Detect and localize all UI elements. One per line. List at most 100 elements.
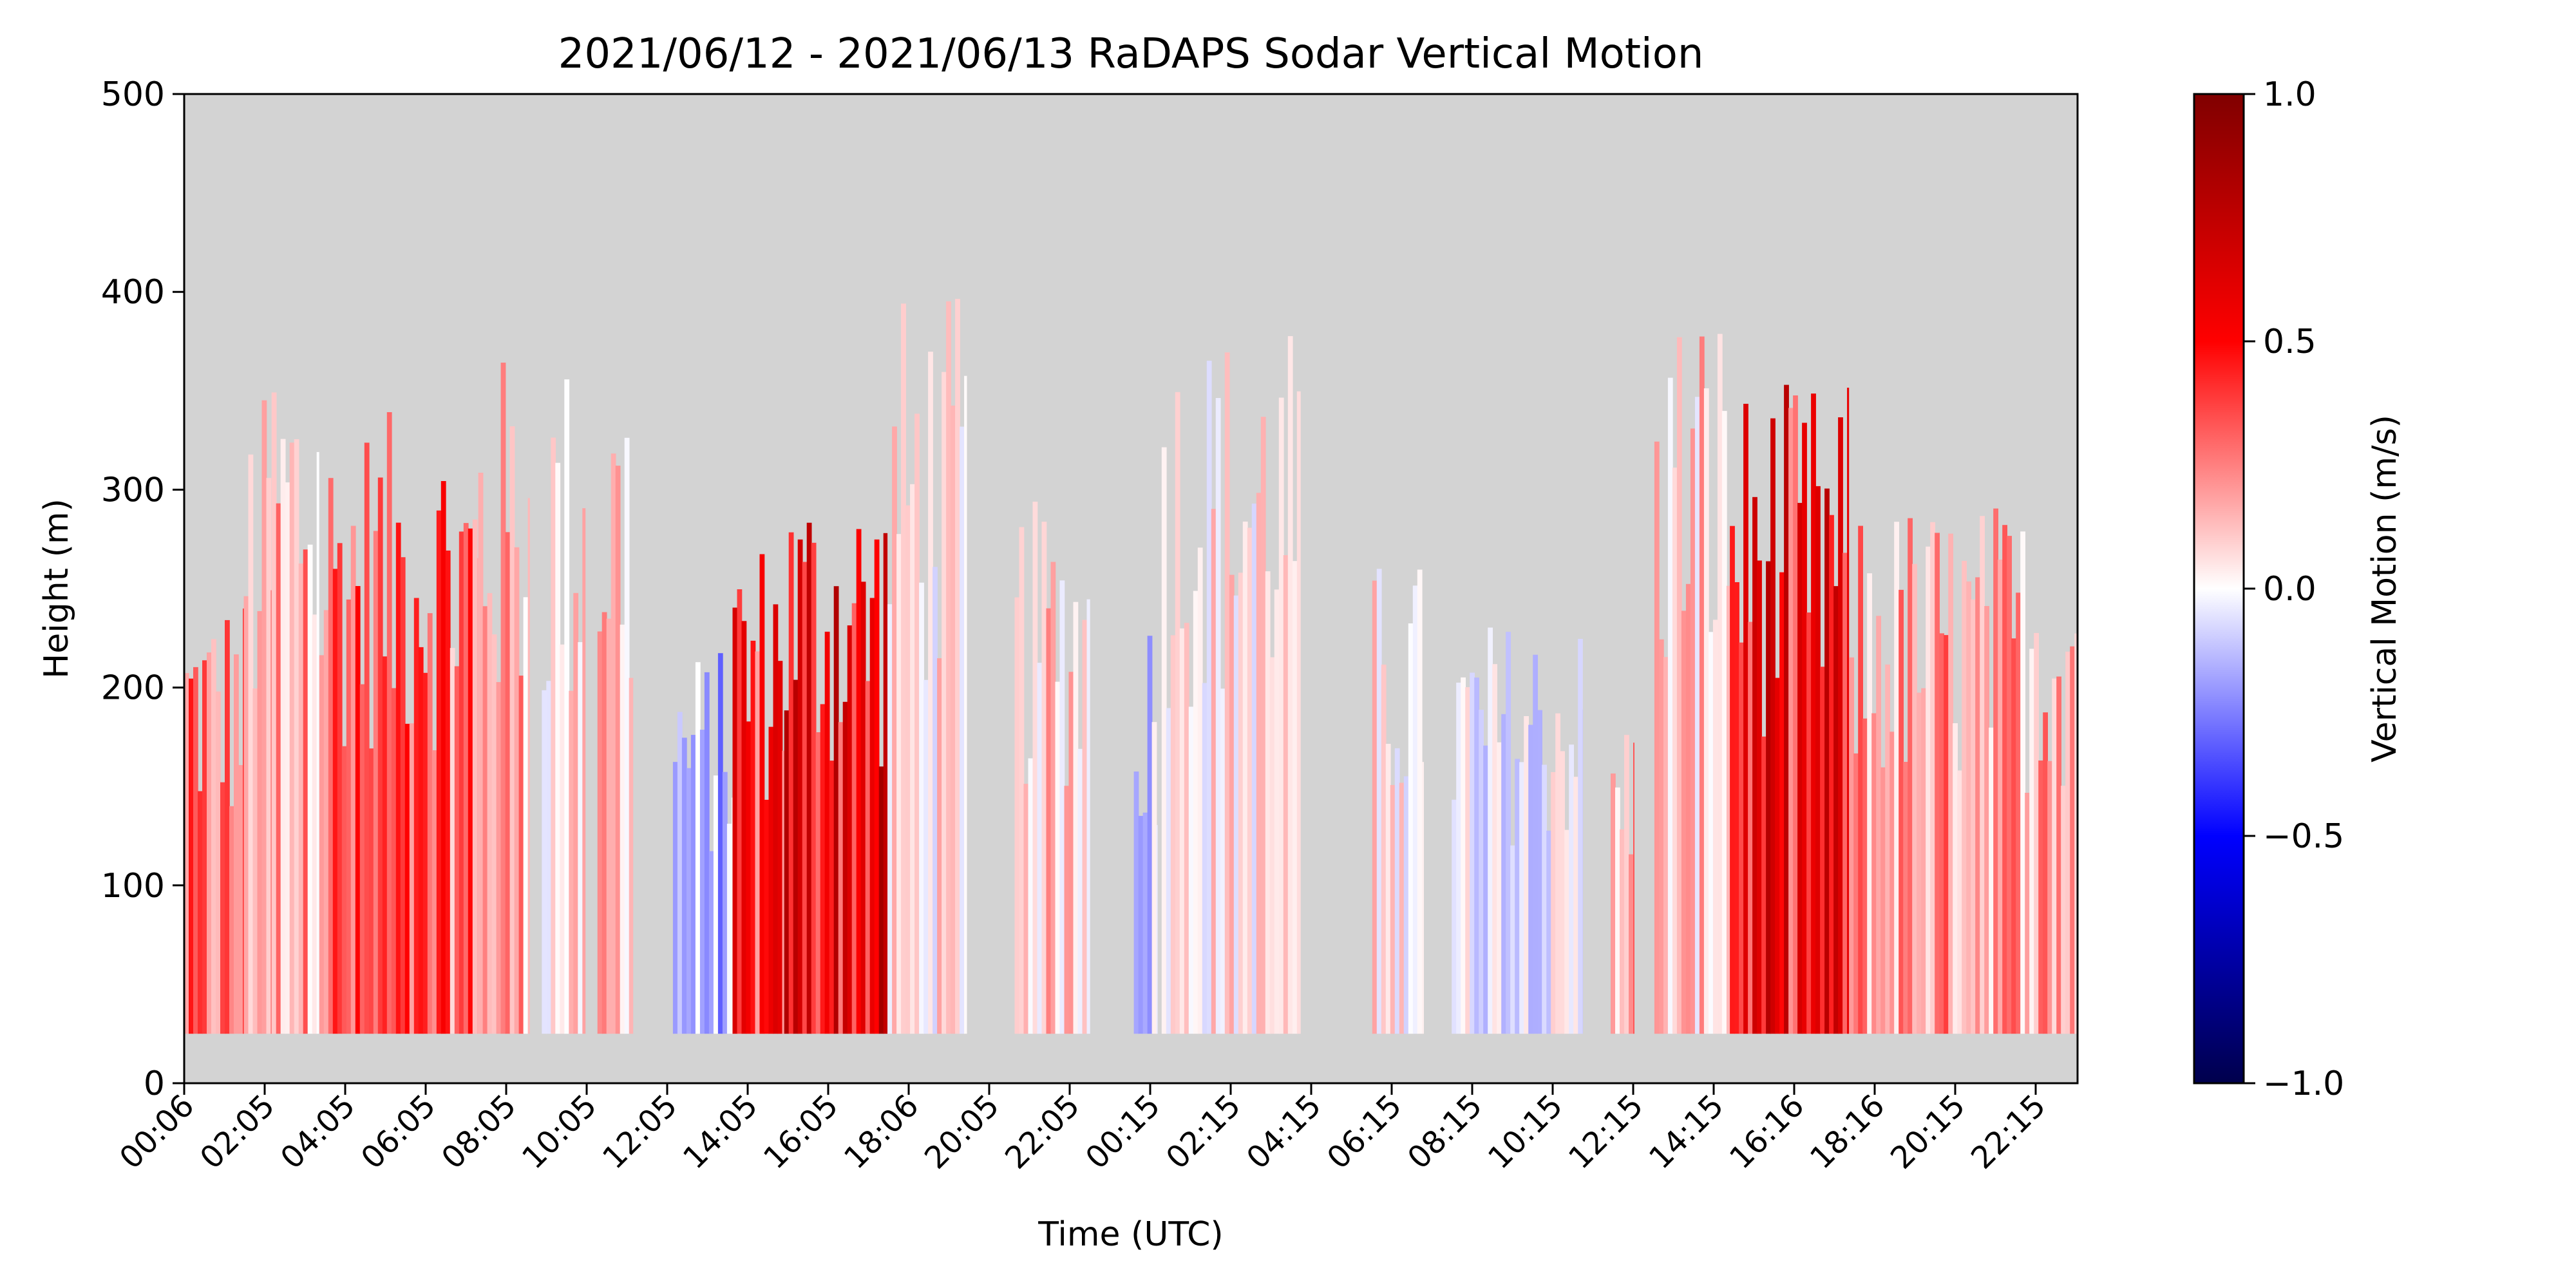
heatmap-column [1524,716,1529,1034]
heatmap-column [1849,657,1854,1034]
heatmap-column [355,586,361,1034]
heatmap-column [431,750,437,1034]
heatmap-column [1170,635,1176,1034]
heatmap-column [1278,397,1284,1034]
x-tick-label: 06:15 [1320,1088,1408,1176]
heatmap-column [1726,585,1730,1034]
heatmap-column [946,301,951,1034]
heatmap-column [741,621,747,1034]
heatmap-column [578,642,583,1034]
heatmap-column [1403,776,1409,1034]
heatmap-column [755,651,761,1034]
heatmap-column [1086,599,1090,1034]
heatmap-column [1077,748,1083,1034]
heatmap-column [1802,422,1807,1034]
heatmap-column [1629,854,1634,1034]
heatmap-column [1708,632,1714,1034]
heatmap-column [737,589,743,1034]
heatmap-column [1829,515,1834,1034]
heatmap-column [1492,664,1497,1034]
x-tick-label: 12:15 [1562,1088,1650,1176]
heatmap-column [722,772,728,1034]
x-tick-label: 16:05 [757,1088,845,1176]
heatmap-column [1050,562,1056,1034]
heatmap-column [1748,621,1753,1034]
x-tick-label: 02:15 [1159,1088,1247,1176]
heatmap-column [373,531,379,1034]
heatmap-column [346,599,352,1034]
heatmap-column [496,682,502,1034]
heatmap-column [1685,583,1691,1034]
heatmap-column [472,519,478,1034]
x-tick-label: 04:15 [1240,1088,1328,1176]
heatmap-column [1028,758,1034,1034]
heatmap-column [1142,812,1148,1034]
heatmap-column [440,481,446,1034]
heatmap-column [1064,786,1070,1034]
heatmap-column [1971,599,1976,1034]
heatmap-column [350,526,356,1034]
heatmap-column [829,761,835,1034]
heatmap-column [824,631,830,1034]
heatmap-column [847,625,853,1034]
colorbar-tick-label: −0.5 [2263,817,2344,856]
heatmap-column [2047,761,2052,1034]
x-tick-label: 22:15 [1964,1088,2052,1176]
heatmap-column [523,597,529,1034]
heatmap-column [261,400,267,1034]
heatmap-column [1672,468,1678,1034]
heatmap-column [337,543,343,1034]
colorbar-tick-label: 1.0 [2263,75,2316,114]
heatmap-column [1739,642,1744,1034]
x-tick-label: 02:05 [193,1088,281,1176]
heatmap-column [746,721,752,1034]
heatmap-column [569,690,574,1034]
heatmap-column [1853,753,1859,1034]
heatmap-column [445,550,451,1034]
heatmap-column [717,653,723,1034]
heatmap-column [1542,764,1547,1034]
heatmap-column [1256,493,1262,1034]
heatmap-column [395,522,401,1034]
heatmap-column [491,634,497,1034]
heatmap-column [364,442,370,1034]
heatmap-column [303,549,308,1034]
heatmap-column [2061,786,2066,1034]
heatmap-column [842,701,848,1034]
heatmap-column [1578,639,1583,1034]
heatmap-column [768,726,774,1034]
heatmap-column [1381,665,1387,1034]
y-axis-label: Height (m) [37,498,76,679]
heatmap-column [1944,635,1949,1034]
heatmap-column [1770,418,1776,1034]
x-tick-label: 14:15 [1642,1088,1730,1176]
heatmap-column [2002,525,2007,1034]
heatmap-column [1215,398,1221,1034]
heatmap-column [1917,692,1922,1034]
heatmap-column [759,554,765,1034]
heatmap-column [1265,571,1271,1034]
heatmap-column [620,624,625,1034]
y-tick-label: 0 [144,1065,165,1103]
heatmap-column [1582,709,1583,1034]
heatmap-column [1474,677,1479,1034]
heatmap-column [833,586,839,1034]
heatmap-column [555,462,561,1034]
y-tick-label: 400 [101,273,165,312]
heatmap-column [243,596,249,1034]
heatmap-column [699,730,705,1034]
heatmap-column [1899,589,1904,1034]
heatmap-column [542,690,547,1034]
heatmap-column [731,797,733,1034]
heatmap-column [914,413,920,1034]
heatmap-column [404,723,410,1034]
heatmap-column [1676,337,1682,1034]
heatmap-column [869,598,875,1034]
heatmap-column [777,661,783,1034]
heatmap-column [377,477,383,1034]
heatmap-column [1998,560,2003,1034]
heatmap-column [1784,384,1789,1034]
heatmap-column [1569,744,1574,1034]
heatmap-column [896,534,902,1034]
